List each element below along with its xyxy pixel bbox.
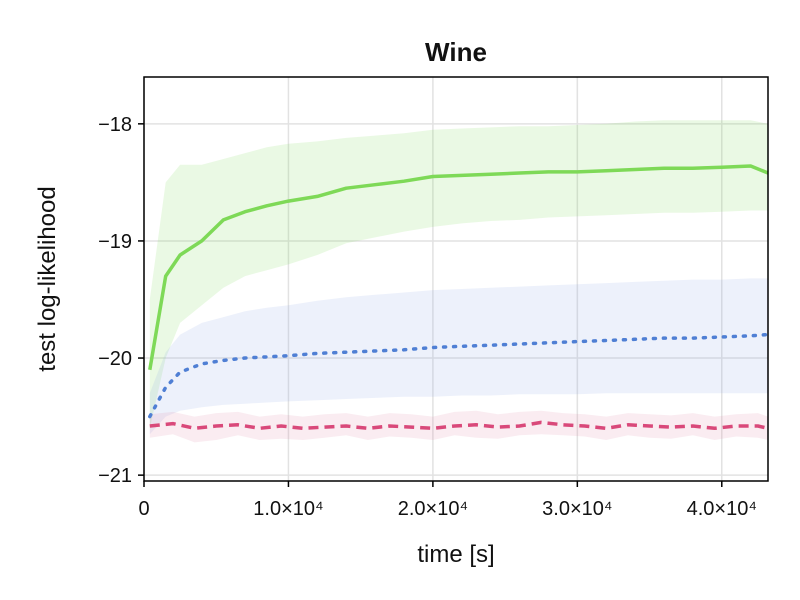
chart-title: Wine	[425, 37, 487, 67]
series-lines	[148, 164, 770, 431]
x-tick-label: 4.0×10⁴	[687, 498, 757, 520]
series-0-line	[148, 164, 769, 371]
y-axis-label: test log-likelihood	[34, 186, 61, 371]
series-1-band	[149, 278, 769, 435]
y-tick-label: −20	[98, 348, 132, 370]
y-tick-label: −18	[98, 114, 132, 136]
x-tick-label: 3.0×10⁴	[542, 498, 612, 520]
x-tick-label: 0	[138, 498, 149, 520]
series-1-line	[148, 332, 770, 419]
x-tick-label: 1.0×10⁴	[253, 498, 323, 520]
y-axis-ticks: −18 −19 −20 −21	[98, 114, 144, 487]
grid-lines	[143, 77, 768, 481]
x-axis-label: time [s]	[417, 541, 494, 568]
y-tick-label: −21	[98, 465, 132, 487]
plot-frame	[143, 76, 769, 482]
x-tick-label: 2.0×10⁴	[398, 498, 468, 520]
y-tick-label: −19	[98, 231, 132, 253]
x-axis-ticks: 0 1.0×10⁴ 2.0×10⁴ 3.0×10⁴ 4.0×10⁴	[138, 481, 757, 520]
